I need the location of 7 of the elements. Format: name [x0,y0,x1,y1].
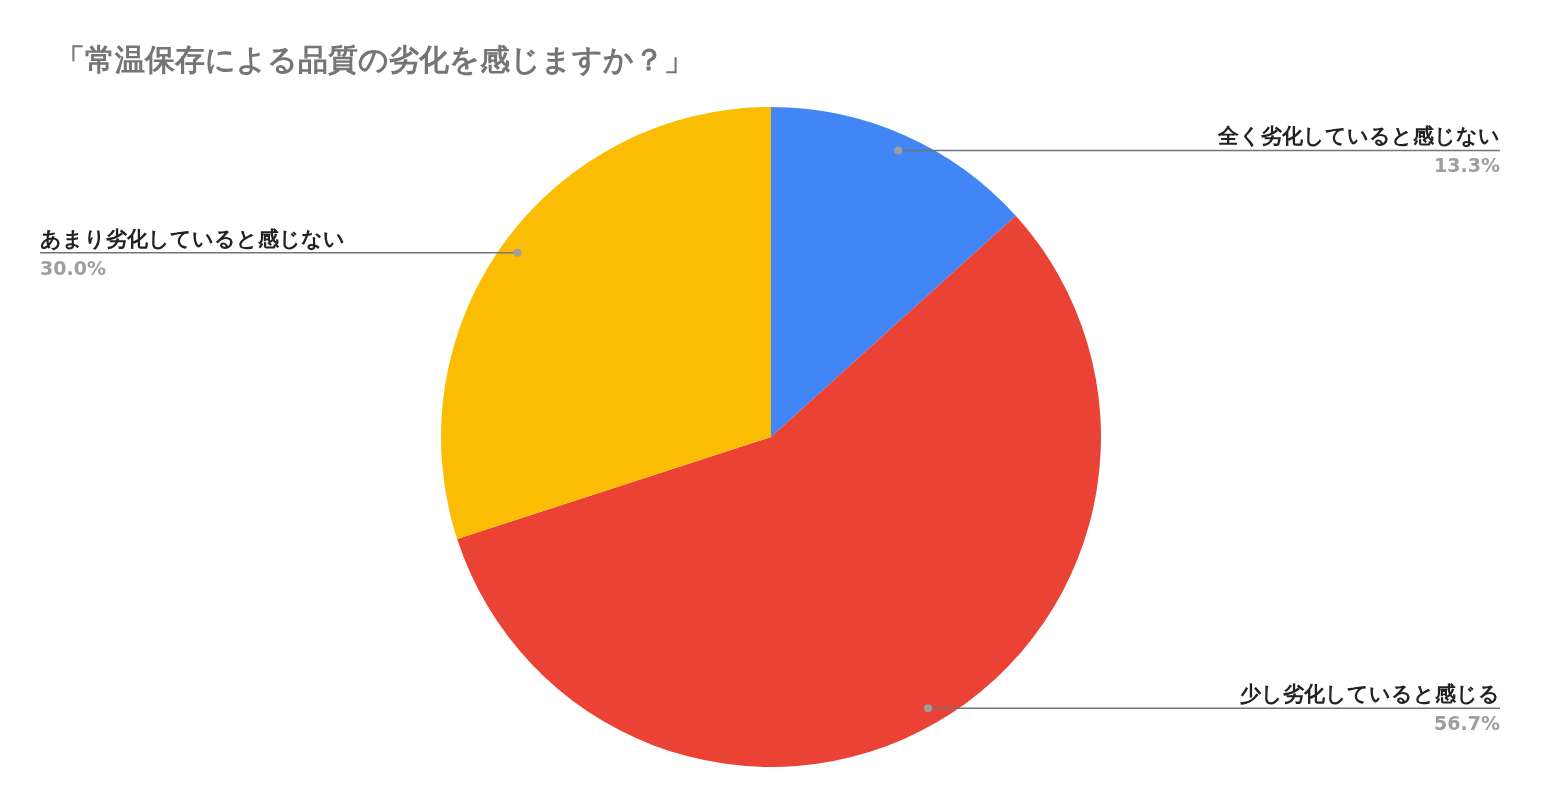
slice-label: 少し劣化していると感じる [1240,682,1500,707]
data-label: 30.0% [40,256,106,279]
chart-title: 「常温保存による品質の劣化を感じますか？」 [55,42,694,77]
slice-label: あまり劣化していると感じない [40,226,345,251]
data-label: 13.3% [1434,154,1500,177]
data-label: 56.7% [1434,712,1500,735]
slice-label: 全く劣化していると感じない [1217,124,1500,149]
